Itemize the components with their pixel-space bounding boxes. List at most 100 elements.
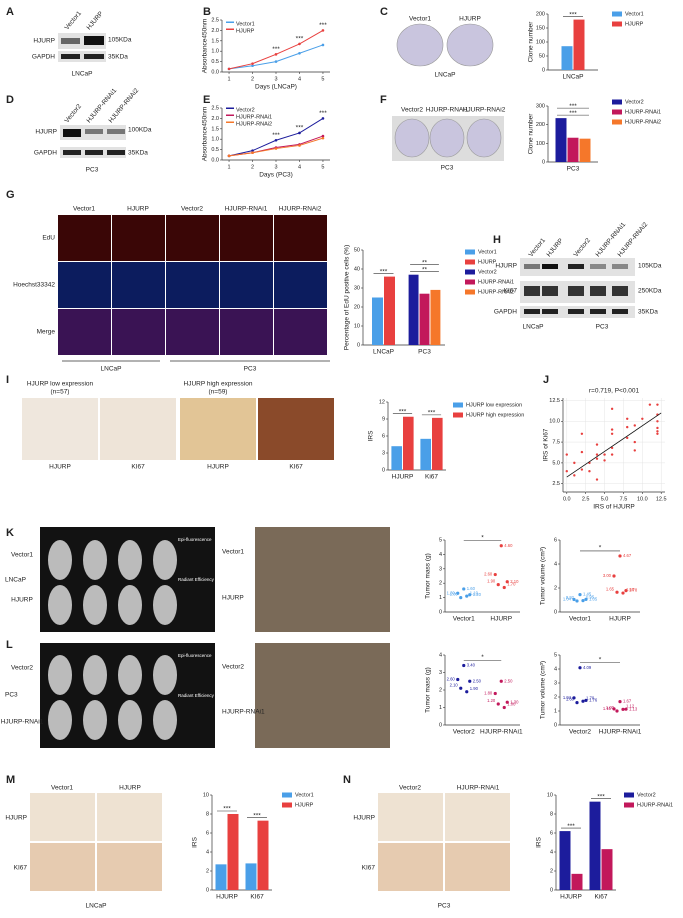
- x-tick-label: 5: [321, 76, 324, 82]
- micrograph: [220, 262, 273, 308]
- label: PC3: [596, 324, 609, 331]
- label: KI67: [131, 464, 145, 471]
- legend-label: HJURP: [295, 802, 314, 808]
- point: [572, 597, 576, 602]
- label: LNCaP: [101, 366, 122, 373]
- value-label: 1.00: [606, 705, 615, 710]
- label: LNCaP: [523, 324, 544, 331]
- y-tick-label: 2: [439, 687, 442, 693]
- significance: ***: [567, 823, 575, 830]
- point: [496, 702, 500, 706]
- blot: [58, 51, 106, 62]
- legend-swatch: [465, 279, 475, 285]
- panel-label: I: [6, 374, 9, 386]
- micrograph: [220, 215, 273, 261]
- y-tick-label: 1: [439, 595, 442, 601]
- x-tick-label: 0.0: [563, 496, 571, 502]
- point: [274, 147, 278, 150]
- y-tick-label: 2.5: [211, 105, 219, 111]
- x-tick-label: PC3: [567, 166, 580, 173]
- point: [321, 43, 325, 47]
- point: [633, 449, 636, 452]
- point: [496, 583, 500, 587]
- band: [85, 129, 103, 134]
- x-tick-label: 7.5: [620, 496, 628, 502]
- y-tick-label: 2.0: [211, 28, 219, 34]
- label: 105KDa: [638, 263, 662, 270]
- panel-label: A: [6, 6, 14, 18]
- legend-swatch: [612, 11, 622, 17]
- y-tick-label: 100: [536, 141, 545, 147]
- x-tick-label: 5.0: [601, 496, 609, 502]
- legend-label: Vector1: [236, 21, 255, 27]
- panel-label: N: [343, 774, 351, 786]
- x-tick-label: Vector1: [453, 616, 475, 623]
- y-tick-label: 3: [554, 680, 557, 686]
- y-tick-label: 0: [357, 342, 360, 348]
- micrograph: [274, 262, 327, 308]
- point: [612, 707, 616, 711]
- label: HJURP-RNAi1: [457, 785, 500, 792]
- x-tick-label: PC3: [418, 349, 431, 356]
- value-label: 2.10: [510, 579, 519, 584]
- y-tick-label: 1.0: [211, 137, 219, 143]
- legend-label: Vector2: [625, 99, 644, 105]
- point: [641, 417, 644, 420]
- y-tick-label: 200: [536, 11, 545, 17]
- ihc-image: [378, 793, 443, 841]
- label: 105KDa: [108, 37, 132, 44]
- bar: [384, 276, 395, 345]
- point: [462, 587, 466, 591]
- y-axis-title: IRS: [368, 430, 375, 442]
- point: [584, 597, 588, 602]
- bar: [589, 801, 601, 890]
- point: [595, 478, 599, 481]
- label: 100KDa: [128, 127, 152, 134]
- micrograph: [112, 215, 165, 261]
- x-axis-title: Days (LNCaP): [255, 84, 297, 91]
- value-label: 3.40: [467, 663, 476, 668]
- point: [251, 149, 254, 152]
- mouse: [83, 585, 107, 625]
- point: [462, 663, 466, 668]
- label: PC3: [244, 366, 257, 373]
- label: Vector2: [63, 103, 83, 125]
- x-tick-label: 4: [298, 76, 301, 82]
- y-tick-label: 0: [550, 887, 553, 893]
- x-tick-label: HJURP: [609, 616, 631, 623]
- point: [298, 144, 301, 147]
- panel-label: H: [493, 234, 501, 246]
- legend-swatch: [465, 249, 475, 255]
- significance: *: [481, 534, 484, 541]
- legend-label: HJURP: [478, 259, 497, 265]
- y-axis-title: IRS: [536, 836, 543, 848]
- point: [456, 677, 460, 682]
- point: [298, 131, 301, 135]
- point: [227, 67, 231, 71]
- x-tick-label: HJURP-RNAi1: [599, 729, 642, 736]
- x-tick-label: Ki67: [425, 474, 438, 481]
- y-tick-label: 2.0: [211, 116, 219, 122]
- x-tick-label: 3: [274, 164, 277, 170]
- legend-swatch: [226, 107, 234, 109]
- label: HJURP: [207, 464, 229, 471]
- band: [107, 129, 125, 134]
- legend-swatch: [282, 802, 292, 808]
- point: [626, 436, 629, 440]
- y-tick-label: 6: [382, 433, 385, 439]
- point: [581, 699, 585, 703]
- point: [621, 707, 625, 711]
- ihc-image: [445, 843, 510, 891]
- value-label: 1.10: [470, 590, 479, 595]
- legend-label: HJURP: [625, 21, 644, 27]
- y-tick-label: 50: [354, 247, 360, 253]
- y-tick-label: 6: [554, 537, 557, 543]
- y-tick-label: 10.0: [549, 419, 560, 425]
- point: [251, 62, 254, 65]
- point: [572, 696, 576, 700]
- value-label: 1.90: [487, 579, 496, 584]
- ihc-image: [445, 793, 510, 841]
- significance: ***: [428, 410, 436, 417]
- label: HJURP: [35, 129, 57, 136]
